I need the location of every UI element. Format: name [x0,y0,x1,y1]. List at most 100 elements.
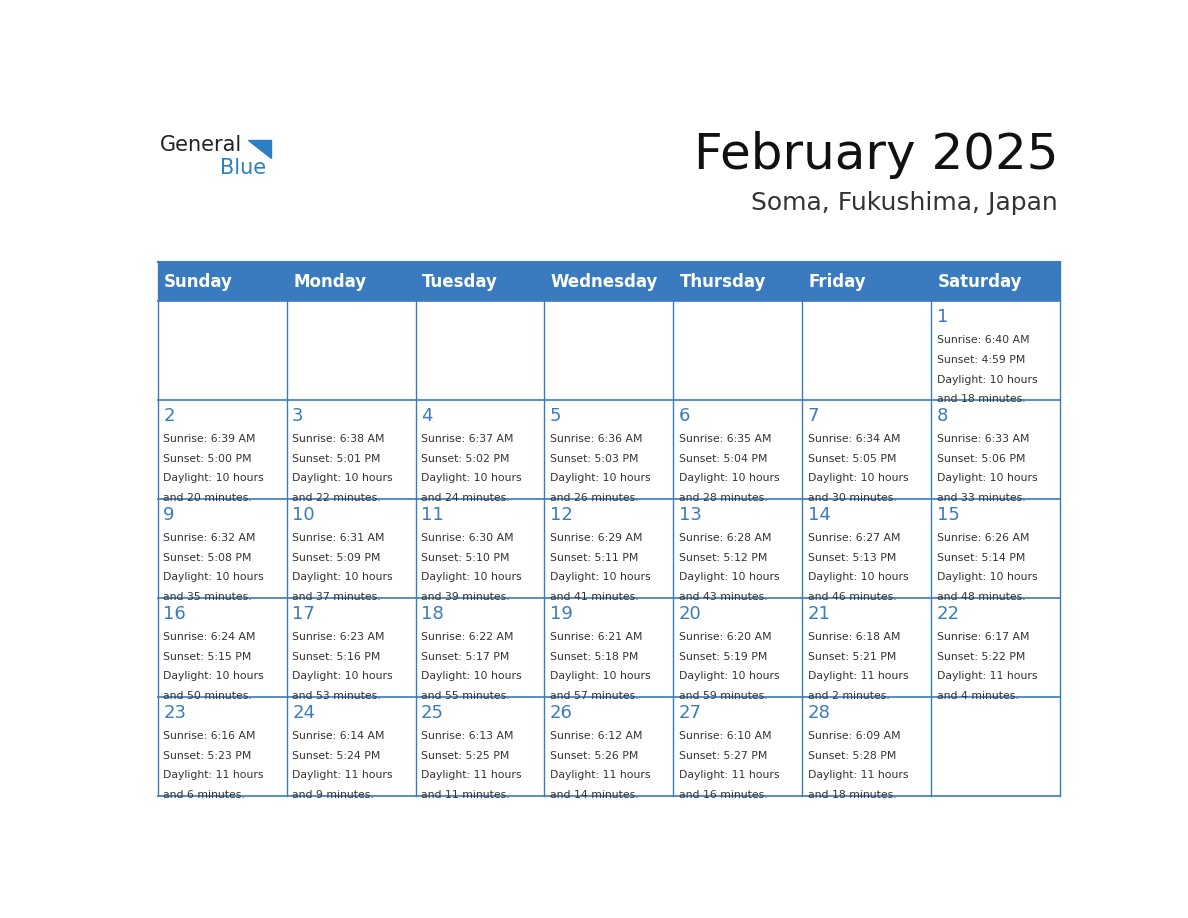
Text: 1: 1 [936,308,948,326]
Text: Friday: Friday [809,273,866,291]
Bar [286,498,416,598]
Text: Monday: Monday [293,273,366,291]
Bar [674,301,802,400]
Text: Sunrise: 6:39 AM: Sunrise: 6:39 AM [163,434,255,444]
Bar [931,301,1060,400]
Text: Sunrise: 6:35 AM: Sunrise: 6:35 AM [678,434,771,444]
Text: 25: 25 [421,704,444,722]
Text: Sunset: 5:15 PM: Sunset: 5:15 PM [163,652,252,662]
Text: Sunrise: 6:34 AM: Sunrise: 6:34 AM [808,434,901,444]
Text: Daylight: 11 hours: Daylight: 11 hours [936,671,1037,681]
Text: Sunset: 5:18 PM: Sunset: 5:18 PM [550,652,638,662]
Text: February 2025: February 2025 [694,131,1059,179]
Text: and 9 minutes.: and 9 minutes. [292,790,374,800]
Text: and 55 minutes.: and 55 minutes. [421,691,510,701]
Text: Sunrise: 6:36 AM: Sunrise: 6:36 AM [550,434,643,444]
Text: Thursday: Thursday [680,273,766,291]
Text: Daylight: 10 hours: Daylight: 10 hours [808,474,909,484]
Text: Daylight: 10 hours: Daylight: 10 hours [678,671,779,681]
Text: 17: 17 [292,605,315,623]
Text: Sunrise: 6:38 AM: Sunrise: 6:38 AM [292,434,385,444]
Bar [674,400,802,498]
Bar [802,400,931,498]
Bar [802,598,931,697]
Bar [416,697,544,796]
Text: and 50 minutes.: and 50 minutes. [163,691,252,701]
Text: Daylight: 10 hours: Daylight: 10 hours [550,474,651,484]
Text: Sunrise: 6:12 AM: Sunrise: 6:12 AM [550,731,643,741]
Text: 4: 4 [421,407,432,425]
Text: 3: 3 [292,407,304,425]
Text: Daylight: 11 hours: Daylight: 11 hours [678,770,779,780]
Text: Sunset: 5:11 PM: Sunset: 5:11 PM [550,553,638,563]
Text: Sunset: 5:10 PM: Sunset: 5:10 PM [421,553,510,563]
Text: Sunset: 5:22 PM: Sunset: 5:22 PM [936,652,1025,662]
Text: and 48 minutes.: and 48 minutes. [936,592,1025,602]
Text: Soma, Fukushima, Japan: Soma, Fukushima, Japan [751,192,1059,216]
Text: Sunset: 5:03 PM: Sunset: 5:03 PM [550,453,638,464]
Text: Sunrise: 6:18 AM: Sunrise: 6:18 AM [808,632,901,642]
Text: Daylight: 11 hours: Daylight: 11 hours [292,770,392,780]
Text: Sunset: 4:59 PM: Sunset: 4:59 PM [936,354,1025,364]
Text: Sunset: 5:04 PM: Sunset: 5:04 PM [678,453,767,464]
Bar [931,598,1060,697]
Text: 24: 24 [292,704,315,722]
Text: Sunset: 5:25 PM: Sunset: 5:25 PM [421,751,510,761]
Text: and 16 minutes.: and 16 minutes. [678,790,767,800]
Text: Daylight: 10 hours: Daylight: 10 hours [292,474,393,484]
Text: Sunset: 5:19 PM: Sunset: 5:19 PM [678,652,767,662]
Text: 20: 20 [678,605,702,623]
Text: Sunrise: 6:27 AM: Sunrise: 6:27 AM [808,532,901,543]
Bar [931,498,1060,598]
Bar [416,301,544,400]
Bar [158,400,286,498]
Text: 7: 7 [808,407,820,425]
Text: Sunrise: 6:28 AM: Sunrise: 6:28 AM [678,532,771,543]
Text: 5: 5 [550,407,562,425]
Text: Sunset: 5:17 PM: Sunset: 5:17 PM [421,652,510,662]
Text: and 35 minutes.: and 35 minutes. [163,592,252,602]
Text: 22: 22 [936,605,960,623]
Text: Sunrise: 6:31 AM: Sunrise: 6:31 AM [292,532,385,543]
Bar [674,598,802,697]
Text: Daylight: 10 hours: Daylight: 10 hours [421,671,522,681]
Text: Sunset: 5:05 PM: Sunset: 5:05 PM [808,453,896,464]
Bar [802,498,931,598]
Text: 9: 9 [163,506,175,524]
Text: Daylight: 10 hours: Daylight: 10 hours [936,375,1037,385]
Text: Sunday: Sunday [164,273,233,291]
Text: Saturday: Saturday [937,273,1022,291]
Text: Sunrise: 6:09 AM: Sunrise: 6:09 AM [808,731,901,741]
Bar [158,301,286,400]
Text: Sunset: 5:14 PM: Sunset: 5:14 PM [936,553,1025,563]
Text: Sunset: 5:21 PM: Sunset: 5:21 PM [808,652,896,662]
Text: Daylight: 10 hours: Daylight: 10 hours [163,671,264,681]
Text: Daylight: 10 hours: Daylight: 10 hours [292,671,393,681]
Text: 26: 26 [550,704,573,722]
Text: and 46 minutes.: and 46 minutes. [808,592,897,602]
Text: 21: 21 [808,605,830,623]
Text: and 11 minutes.: and 11 minutes. [421,790,510,800]
Text: Sunset: 5:28 PM: Sunset: 5:28 PM [808,751,896,761]
Text: Sunset: 5:24 PM: Sunset: 5:24 PM [292,751,380,761]
Text: Wednesday: Wednesday [551,273,658,291]
Text: Sunset: 5:13 PM: Sunset: 5:13 PM [808,553,896,563]
Text: Sunset: 5:26 PM: Sunset: 5:26 PM [550,751,638,761]
Text: and 14 minutes.: and 14 minutes. [550,790,639,800]
Text: and 18 minutes.: and 18 minutes. [808,790,897,800]
Text: 10: 10 [292,506,315,524]
Text: and 18 minutes.: and 18 minutes. [936,395,1025,404]
Bar [931,400,1060,498]
Text: and 39 minutes.: and 39 minutes. [421,592,510,602]
Bar [416,498,544,598]
Text: Daylight: 10 hours: Daylight: 10 hours [678,474,779,484]
Text: 14: 14 [808,506,830,524]
Bar [544,301,674,400]
Text: Sunrise: 6:14 AM: Sunrise: 6:14 AM [292,731,385,741]
Text: Sunrise: 6:40 AM: Sunrise: 6:40 AM [936,335,1029,345]
Text: 6: 6 [678,407,690,425]
Text: Daylight: 10 hours: Daylight: 10 hours [808,573,909,582]
Text: Sunset: 5:00 PM: Sunset: 5:00 PM [163,453,252,464]
Bar [158,598,286,697]
Text: Sunset: 5:23 PM: Sunset: 5:23 PM [163,751,252,761]
